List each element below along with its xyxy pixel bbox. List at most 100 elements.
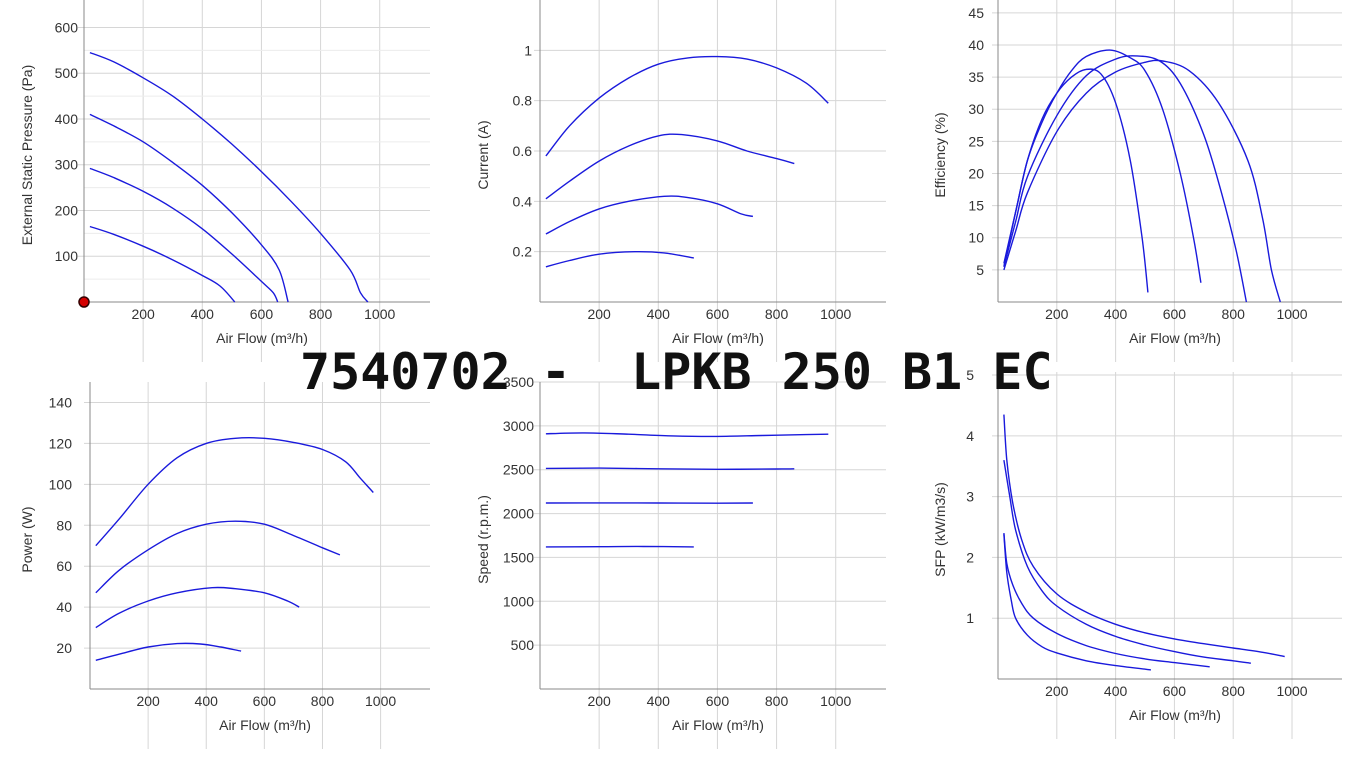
x-axis-label: Air Flow (m³/h): [672, 717, 764, 733]
y-tick-label: 0.2: [513, 244, 533, 260]
y-tick-label: 3: [966, 489, 974, 505]
y-tick-label: 10: [968, 230, 984, 246]
series-line-2: [1003, 49, 1202, 283]
x-tick-label: 600: [1163, 683, 1187, 699]
x-tick-label: 400: [195, 693, 219, 709]
x-tick-label: 600: [250, 306, 274, 322]
y-tick-label: 3000: [503, 418, 534, 434]
series-line-1: [95, 437, 374, 547]
y-tick-label: 0.6: [513, 143, 533, 159]
y-tick-label: 40: [56, 599, 72, 615]
series-line-2: [95, 520, 341, 594]
y-tick-label: 1: [524, 42, 532, 58]
y-axis-label: Power (W): [19, 506, 35, 572]
x-tick-label: 600: [253, 693, 277, 709]
x-tick-label: 1000: [1276, 306, 1307, 322]
x-axis-label: Air Flow (m³/h): [216, 330, 308, 346]
y-tick-label: 1500: [503, 549, 534, 565]
x-tick-label: 1000: [820, 306, 851, 322]
x-tick-label: 200: [1045, 683, 1069, 699]
y-axis-label: Current (A): [475, 120, 491, 189]
x-tick-label: 1000: [365, 693, 396, 709]
x-tick-label: 400: [1104, 306, 1128, 322]
x-tick-label: 800: [765, 693, 789, 709]
x-axis-label: Air Flow (m³/h): [1129, 707, 1221, 723]
series-line-2: [545, 133, 795, 200]
y-tick-label: 0.8: [513, 93, 533, 109]
y-tick-label: 25: [968, 133, 984, 149]
x-tick-label: 200: [136, 693, 160, 709]
x-tick-label: 400: [647, 693, 671, 709]
y-tick-label: 20: [56, 640, 72, 656]
y-tick-label: 15: [968, 198, 984, 214]
series-line-2: [545, 467, 795, 471]
series-line-4: [89, 225, 236, 303]
series-line-3: [545, 195, 754, 235]
y-tick-label: 40: [968, 37, 984, 53]
x-tick-label: 400: [191, 306, 215, 322]
x-tick-label: 800: [309, 306, 333, 322]
chart-current: 200 400 600 800 1000 0.2 0.4 0.6 0.8 1 Air Flow (m…: [475, 0, 886, 362]
y-tick-label: 500: [55, 65, 79, 81]
y-tick-label: 200: [55, 202, 79, 218]
x-tick-label: 1000: [820, 693, 851, 709]
x-tick-label: 1000: [364, 306, 395, 322]
y-tick-label: 2: [966, 549, 974, 565]
y-tick-label: 30: [968, 101, 984, 117]
chart-sfp: 200 400 600 800 1000 1 2 3 4 5 Air Flow (m³/h) SFP …: [932, 367, 1342, 739]
x-axis-label: Air Flow (m³/h): [672, 330, 764, 346]
series-line-4: [1003, 59, 1281, 303]
y-tick-label: 45: [968, 5, 984, 21]
x-tick-label: 800: [765, 306, 789, 322]
y-axis-label: External Static Pressure (Pa): [19, 65, 35, 246]
y-tick-label: 4: [966, 428, 974, 444]
y-tick-label: 0.4: [513, 193, 533, 209]
x-tick-label: 400: [1104, 683, 1128, 699]
y-tick-label: 60: [56, 558, 72, 574]
x-tick-label: 600: [706, 693, 730, 709]
chart-pressure: 200 400 600 800 1000 100 200 300 400 500 600 Air Fl…: [19, 0, 430, 362]
series-line-4: [95, 642, 242, 661]
series-line-3: [89, 167, 279, 303]
x-tick-label: 200: [1045, 306, 1069, 322]
y-tick-label: 400: [55, 111, 79, 127]
x-tick-label: 200: [587, 693, 611, 709]
y-axis-label: Efficiency (%): [932, 112, 948, 197]
y-tick-label: 2500: [503, 462, 534, 478]
x-tick-label: 800: [1222, 306, 1246, 322]
y-tick-label: 140: [49, 394, 73, 410]
y-tick-label: 5: [976, 262, 984, 278]
x-tick-label: 200: [587, 306, 611, 322]
x-tick-label: 600: [1163, 306, 1187, 322]
y-tick-label: 5: [966, 367, 974, 383]
series-line-1: [545, 55, 829, 157]
y-tick-label: 300: [55, 157, 79, 173]
x-tick-label: 200: [131, 306, 155, 322]
y-tick-label: 1: [966, 610, 974, 626]
chart-efficiency: 200 400 600 800 1000 5 10 15 20 25 30 35 40 45 Air Flo…: [932, 0, 1342, 362]
y-tick-label: 600: [55, 19, 79, 35]
operating-point-marker[interactable]: [78, 296, 90, 308]
x-tick-label: 800: [1222, 683, 1246, 699]
y-tick-label: 1000: [503, 593, 534, 609]
series-line-1: [1003, 414, 1285, 658]
y-tick-label: 100: [55, 248, 79, 264]
series-line-3: [1003, 533, 1210, 668]
y-tick-label: 2000: [503, 506, 534, 522]
x-tick-label: 1000: [1276, 683, 1307, 699]
y-tick-label: 35: [968, 69, 984, 85]
y-tick-label: 20: [968, 165, 984, 181]
series-line-2: [1003, 459, 1251, 664]
series-line-3: [1003, 55, 1248, 303]
series-line-3: [95, 586, 300, 629]
y-tick-label: 500: [511, 637, 535, 653]
x-tick-label: 800: [311, 693, 335, 709]
x-tick-label: 600: [706, 306, 730, 322]
y-tick-label: 80: [56, 517, 72, 533]
series-line-4: [545, 250, 694, 268]
x-axis-label: Air Flow (m³/h): [219, 717, 311, 733]
y-tick-label: 3500: [503, 374, 534, 390]
y-tick-label: 100: [49, 476, 73, 492]
y-axis-label: SFP (kW/m3/s): [932, 482, 948, 577]
